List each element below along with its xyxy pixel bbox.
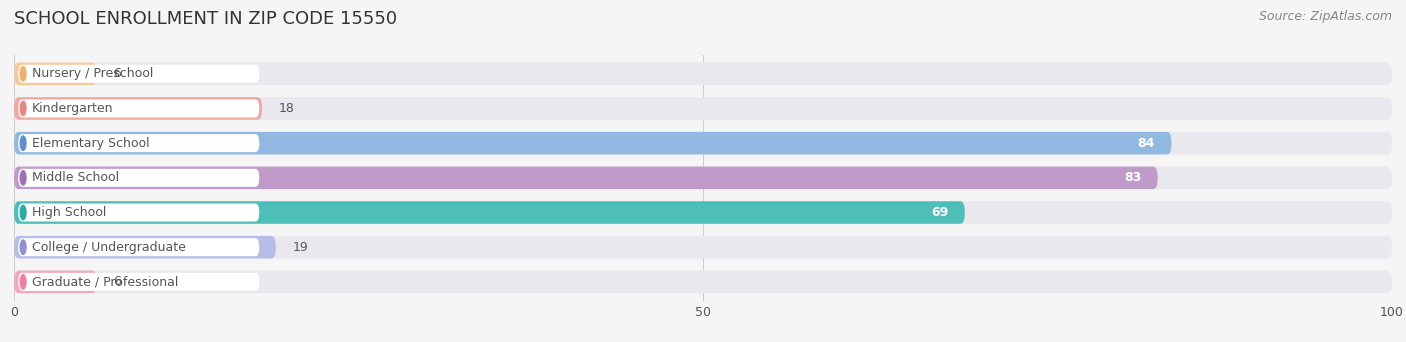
Text: Elementary School: Elementary School xyxy=(32,137,150,150)
FancyBboxPatch shape xyxy=(14,236,1392,259)
Text: College / Undergraduate: College / Undergraduate xyxy=(32,241,186,254)
Circle shape xyxy=(20,136,25,150)
FancyBboxPatch shape xyxy=(14,167,1157,189)
Text: Middle School: Middle School xyxy=(32,171,120,184)
FancyBboxPatch shape xyxy=(14,63,97,85)
Text: Graduate / Professional: Graduate / Professional xyxy=(32,275,179,288)
Text: 19: 19 xyxy=(292,241,308,254)
Text: Nursery / Preschool: Nursery / Preschool xyxy=(32,67,153,80)
FancyBboxPatch shape xyxy=(14,201,1392,224)
Circle shape xyxy=(20,275,25,289)
Text: 6: 6 xyxy=(114,67,121,80)
FancyBboxPatch shape xyxy=(14,167,1392,189)
Text: Source: ZipAtlas.com: Source: ZipAtlas.com xyxy=(1258,10,1392,23)
Circle shape xyxy=(20,171,25,185)
FancyBboxPatch shape xyxy=(14,271,97,293)
Circle shape xyxy=(20,205,25,220)
Text: High School: High School xyxy=(32,206,107,219)
Circle shape xyxy=(20,101,25,116)
FancyBboxPatch shape xyxy=(18,134,259,152)
FancyBboxPatch shape xyxy=(14,132,1171,155)
FancyBboxPatch shape xyxy=(14,271,1392,293)
Text: SCHOOL ENROLLMENT IN ZIP CODE 15550: SCHOOL ENROLLMENT IN ZIP CODE 15550 xyxy=(14,10,396,28)
FancyBboxPatch shape xyxy=(18,203,259,222)
Circle shape xyxy=(20,67,25,81)
FancyBboxPatch shape xyxy=(18,169,259,187)
Text: 83: 83 xyxy=(1123,171,1142,184)
Text: 18: 18 xyxy=(278,102,294,115)
FancyBboxPatch shape xyxy=(18,238,259,256)
FancyBboxPatch shape xyxy=(14,201,965,224)
FancyBboxPatch shape xyxy=(18,273,259,291)
FancyBboxPatch shape xyxy=(14,132,1392,155)
FancyBboxPatch shape xyxy=(14,236,276,259)
FancyBboxPatch shape xyxy=(18,65,259,83)
Text: 84: 84 xyxy=(1137,137,1154,150)
FancyBboxPatch shape xyxy=(14,97,262,120)
FancyBboxPatch shape xyxy=(14,63,1392,85)
FancyBboxPatch shape xyxy=(14,97,1392,120)
Text: 6: 6 xyxy=(114,275,121,288)
FancyBboxPatch shape xyxy=(18,100,259,118)
Text: Kindergarten: Kindergarten xyxy=(32,102,114,115)
Text: 69: 69 xyxy=(931,206,948,219)
Circle shape xyxy=(20,240,25,254)
